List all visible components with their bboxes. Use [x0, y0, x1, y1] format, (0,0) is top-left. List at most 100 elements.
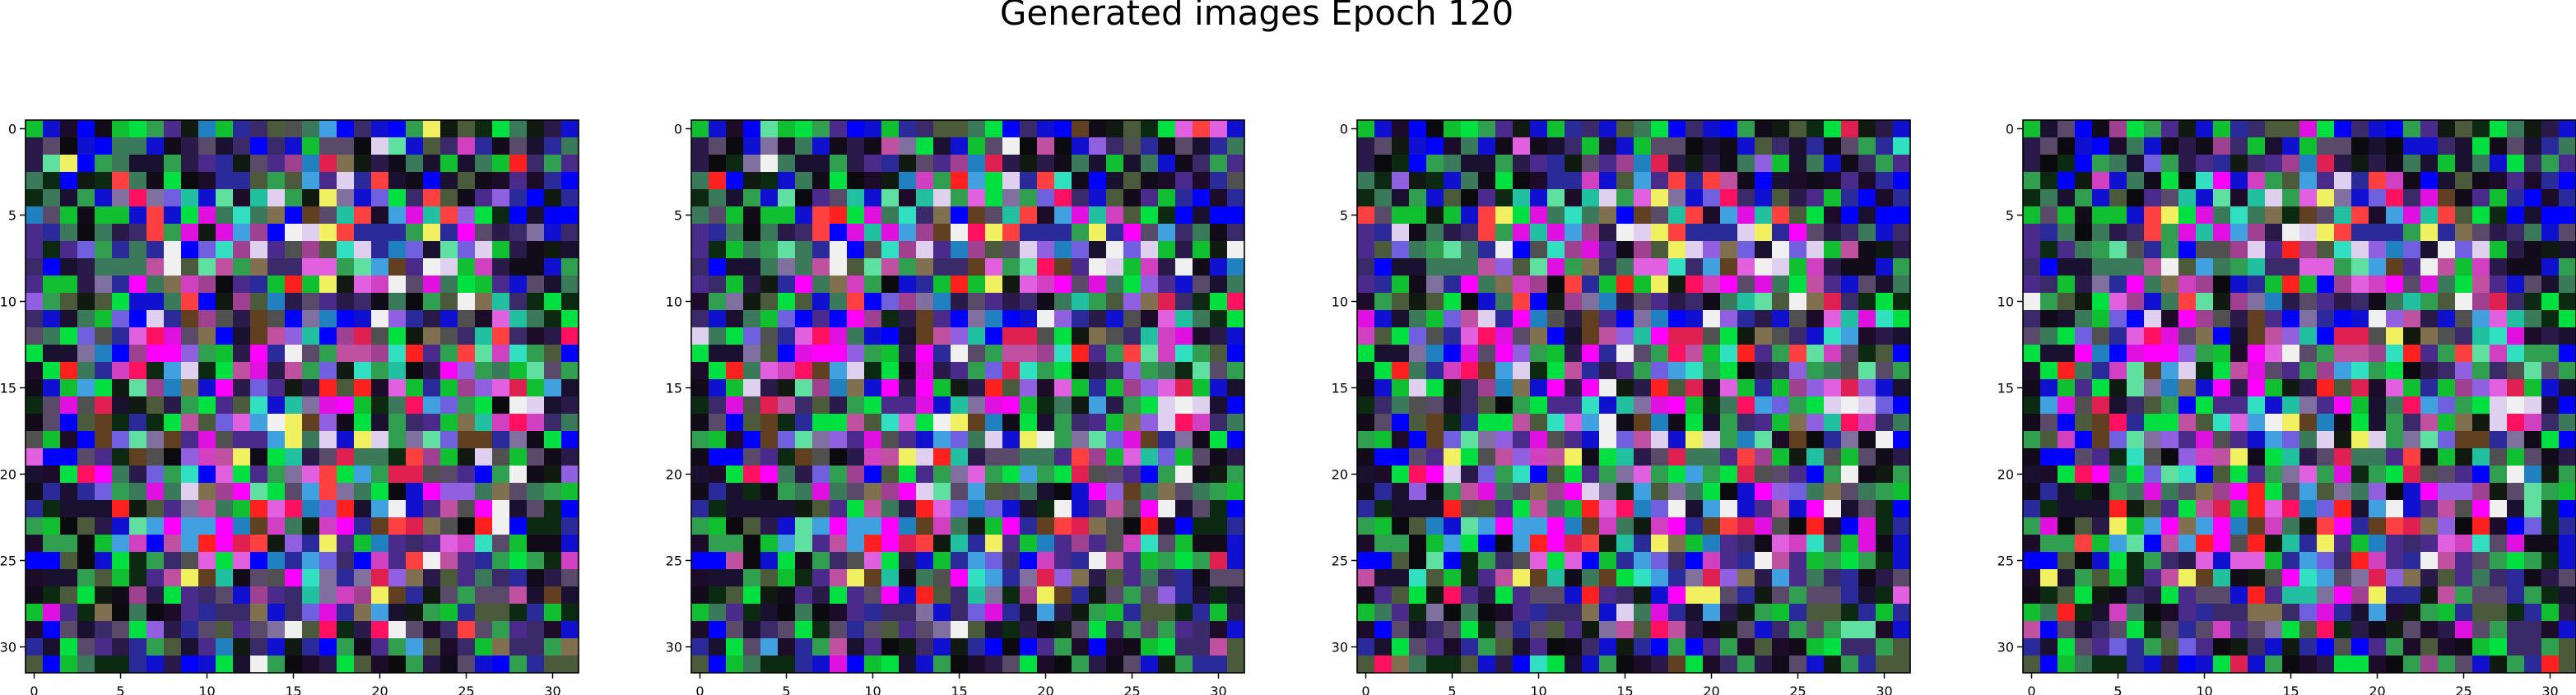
pixel — [2230, 396, 2248, 415]
pixel — [881, 604, 900, 622]
pixel — [2161, 137, 2179, 155]
pixel — [709, 396, 727, 415]
pixel — [1686, 137, 1704, 155]
pixel — [509, 155, 528, 173]
pixel — [709, 535, 727, 553]
pixel — [1461, 258, 1479, 276]
pixel — [388, 604, 407, 622]
pixel — [1755, 396, 1773, 415]
pixel — [1002, 345, 1021, 363]
pixel — [1858, 310, 1876, 328]
pixel — [2524, 258, 2542, 276]
pixel — [1158, 241, 1176, 259]
pixel — [302, 535, 320, 553]
pixel — [2282, 552, 2300, 570]
pixel — [2507, 310, 2525, 328]
pixel — [1357, 224, 1375, 242]
pixel — [60, 656, 78, 674]
pixel — [1158, 552, 1176, 570]
pixel — [1737, 638, 1755, 656]
pixel — [371, 535, 389, 553]
pixel — [26, 379, 44, 397]
pixel — [1175, 638, 1193, 656]
pixel — [1444, 206, 1462, 225]
pixel — [2334, 586, 2352, 605]
pixel — [1616, 293, 1634, 311]
pixel — [1106, 345, 1124, 363]
pixel — [492, 466, 510, 484]
pixel — [1720, 517, 1738, 535]
pixel — [2092, 396, 2110, 415]
pixel — [2351, 189, 2369, 207]
pixel — [1634, 155, 1652, 173]
pixel — [2161, 638, 2179, 656]
pixel — [26, 552, 44, 570]
pixel — [1158, 414, 1176, 432]
pixel — [233, 241, 251, 259]
pixel — [1123, 206, 1142, 225]
pixel — [337, 517, 355, 535]
pixel — [2334, 431, 2352, 449]
pixel — [1426, 621, 1444, 639]
pixel — [812, 483, 830, 501]
pixel — [1668, 345, 1686, 363]
pixel — [1141, 345, 1159, 363]
pixel — [233, 500, 251, 518]
pixel — [2420, 656, 2439, 674]
pixel — [337, 293, 355, 311]
pixel — [951, 552, 969, 570]
pixel — [2507, 448, 2525, 466]
pixel — [2178, 120, 2197, 138]
pixel — [2369, 155, 2387, 173]
pixel — [1616, 604, 1634, 622]
pixel — [1357, 327, 1375, 345]
pixel — [2265, 293, 2283, 311]
pixel — [933, 224, 951, 242]
pixel — [492, 604, 510, 622]
pixel — [2299, 258, 2318, 276]
pixel — [778, 224, 796, 242]
pixel — [2317, 120, 2335, 138]
pixel — [812, 310, 830, 328]
pixel — [1806, 172, 1825, 190]
pixel — [1841, 379, 1859, 397]
pixel — [1893, 638, 1911, 656]
pixel — [1686, 345, 1704, 363]
pixel — [691, 535, 709, 553]
pixel — [2559, 483, 2576, 501]
pixel — [2265, 535, 2283, 553]
pixel — [709, 483, 727, 501]
pixel — [77, 206, 95, 225]
y-tick-label: 30 — [666, 640, 682, 656]
pixel — [1193, 586, 1211, 605]
pixel — [95, 155, 113, 173]
pixel — [2178, 276, 2197, 294]
pixel — [1089, 448, 1107, 466]
pixel — [1123, 379, 1142, 397]
pixel — [112, 448, 130, 466]
pixel — [406, 517, 424, 535]
pixel — [726, 638, 744, 656]
pixel — [1002, 483, 1021, 501]
pixel — [1175, 241, 1193, 259]
pixel — [951, 189, 969, 207]
pixel — [2213, 293, 2231, 311]
pixel — [2472, 466, 2490, 484]
pixel — [1106, 535, 1124, 553]
pixel — [1530, 327, 1548, 345]
pixel — [112, 517, 130, 535]
pixel — [2127, 604, 2145, 622]
pixel — [2196, 517, 2214, 535]
pixel — [1141, 293, 1159, 311]
pixel — [916, 379, 934, 397]
pixel — [985, 448, 1003, 466]
pixel — [1495, 345, 1514, 363]
pixel — [406, 604, 424, 622]
pixel — [302, 224, 320, 242]
pixel — [2507, 155, 2525, 173]
pixel — [2161, 206, 2179, 225]
pixel — [2351, 500, 2369, 518]
pixel — [1495, 310, 1514, 328]
pixel — [26, 345, 44, 363]
pixel — [2334, 517, 2352, 535]
